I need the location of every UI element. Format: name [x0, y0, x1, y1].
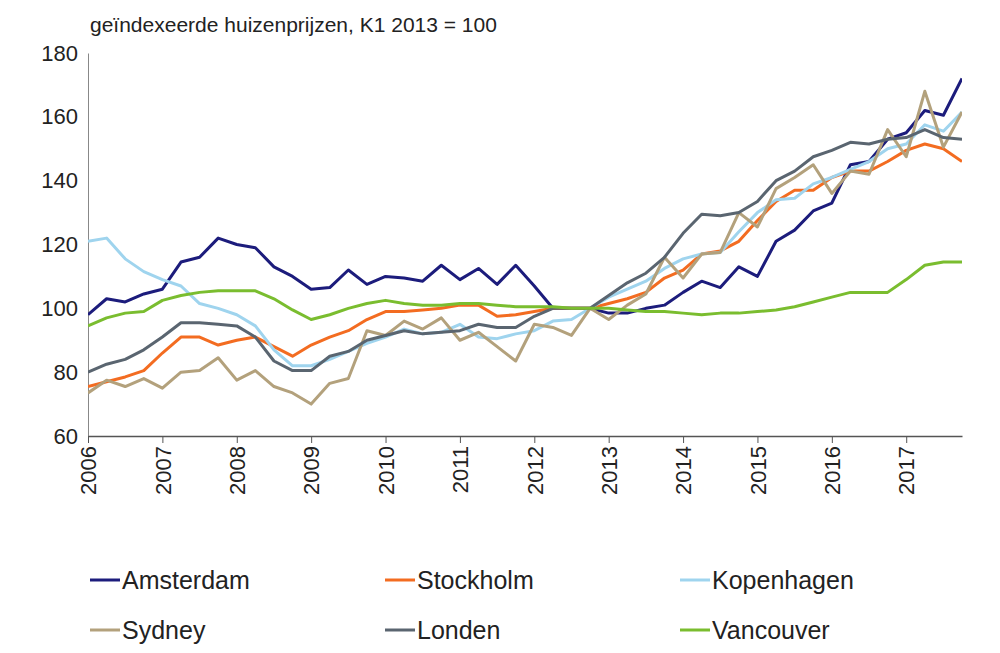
- chart: geïndexeerde huizenprijzen, K1 2013 = 10…: [0, 0, 1000, 653]
- series-line: [88, 130, 962, 373]
- x-tick-label: 2010: [374, 446, 399, 495]
- x-tick-label: 2015: [746, 446, 771, 495]
- x-tick-mark: [683, 436, 684, 443]
- x-tick: 2009: [299, 436, 324, 495]
- legend-item: Stockholm: [385, 566, 534, 594]
- y-tick-label: 60: [54, 424, 78, 449]
- x-tick-mark: [609, 436, 610, 443]
- y-tick: 60: [54, 424, 88, 449]
- x-axis: 2006 2007 2008 2009 2010 2011 2012 2013 2014 2015…: [76, 436, 962, 495]
- legend-label: Amsterdam: [122, 566, 250, 594]
- legend-item: Kopenhagen: [680, 566, 854, 594]
- y-tick: 180: [41, 41, 88, 66]
- x-tick: 2012: [522, 436, 547, 495]
- x-tick-mark: [757, 436, 758, 443]
- y-tick-label: 100: [41, 296, 78, 321]
- x-axis-line: [89, 436, 963, 438]
- series-line: [88, 91, 962, 404]
- x-tick-label: 2008: [225, 446, 250, 495]
- x-tick: 2008: [225, 436, 250, 495]
- x-tick-mark: [386, 436, 387, 443]
- x-tick: 2006: [76, 436, 101, 495]
- y-axis-line: [88, 54, 89, 437]
- legend-swatch: [90, 579, 120, 582]
- legend-item: Amsterdam: [90, 566, 250, 594]
- x-tick-mark: [832, 436, 833, 443]
- legend-swatch: [680, 579, 710, 582]
- x-tick-mark: [88, 436, 89, 443]
- legend-label: Londen: [417, 616, 500, 644]
- x-tick-label: 2016: [820, 446, 845, 495]
- legend: Amsterdam Stockholm Kopenhagen Sydney Londen…: [90, 566, 854, 644]
- x-tick-label: 2017: [894, 446, 919, 495]
- x-tick: 2007: [151, 436, 176, 495]
- legend-label: Stockholm: [417, 566, 534, 594]
- x-tick: 2013: [597, 436, 622, 495]
- y-tick-label: 80: [54, 360, 78, 385]
- x-tick-mark: [311, 436, 312, 443]
- series-line: [88, 144, 962, 387]
- x-tick-mark: [460, 436, 461, 443]
- legend-item: Vancouver: [680, 616, 830, 644]
- subtitle: geïndexeerde huizenprijzen, K1 2013 = 10…: [90, 13, 497, 36]
- legend-label: Sydney: [122, 616, 206, 644]
- y-tick: 140: [41, 168, 88, 193]
- x-tick: 2010: [374, 436, 399, 495]
- legend-swatch: [385, 629, 415, 632]
- x-tick-label: 2009: [299, 446, 324, 495]
- y-tick: 120: [41, 232, 88, 257]
- x-tick-label: 2007: [151, 446, 176, 495]
- y-tick: 100: [41, 296, 88, 321]
- legend-label: Kopenhagen: [712, 566, 854, 594]
- x-tick: 2016: [820, 436, 845, 495]
- x-tick: 2015: [746, 436, 771, 495]
- plot-area: [88, 79, 962, 405]
- legend-swatch: [385, 579, 415, 582]
- x-tick-label: 2014: [671, 446, 696, 495]
- legend-swatch: [680, 629, 710, 632]
- y-tick-label: 160: [41, 104, 78, 129]
- y-tick-label: 140: [41, 168, 78, 193]
- x-tick-mark: [237, 436, 238, 443]
- series-line: [88, 262, 962, 326]
- y-tick-label: 120: [41, 232, 78, 257]
- legend-item: Sydney: [90, 616, 206, 644]
- x-tick-label: 2011: [448, 446, 473, 493]
- legend-swatch: [90, 629, 120, 632]
- x-tick-label: 2006: [76, 446, 101, 495]
- x-tick: 2014: [671, 436, 696, 495]
- x-tick: 2011: [448, 436, 473, 493]
- y-tick-label: 180: [41, 41, 78, 66]
- legend-item: Londen: [385, 616, 500, 644]
- x-tick: 2017: [894, 436, 919, 495]
- legend-label: Vancouver: [712, 616, 830, 644]
- y-tick: 80: [54, 360, 88, 385]
- series-line: [88, 79, 962, 315]
- x-tick-mark: [534, 436, 535, 443]
- x-tick-label: 2012: [522, 446, 547, 495]
- y-tick: 160: [41, 104, 88, 129]
- x-tick-mark: [162, 436, 163, 443]
- x-tick-label: 2013: [597, 446, 622, 495]
- x-tick-mark: [906, 436, 907, 443]
- y-axis: 60 80 100 120 140 160 180: [41, 41, 88, 449]
